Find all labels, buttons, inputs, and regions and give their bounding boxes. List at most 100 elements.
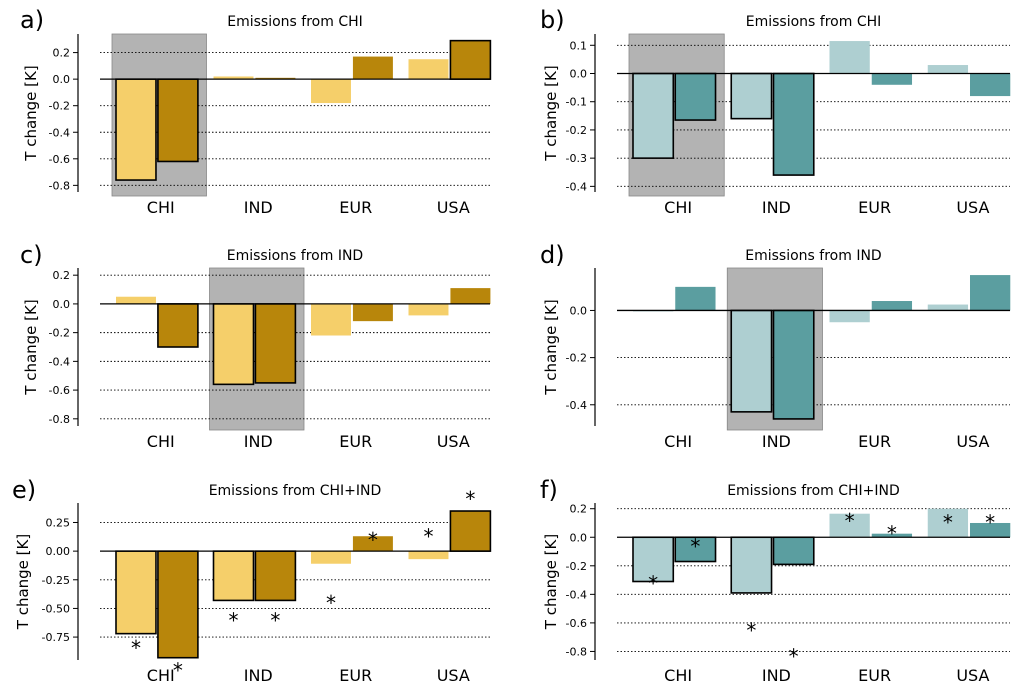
bar-ind-2: [772, 536, 815, 566]
y-tick-label: 0.00: [46, 545, 71, 558]
significance-star: *: [789, 644, 799, 668]
x-tick-label: IND: [762, 432, 791, 451]
y-tick-label: -0.6: [49, 384, 70, 397]
significance-star: *: [131, 636, 141, 660]
y-tick-label: -0.6: [49, 153, 70, 166]
bar-usa-1: [408, 59, 449, 80]
bar-usa-2: [969, 73, 1011, 97]
bar-eur-1: [311, 303, 351, 336]
significance-star: *: [690, 535, 700, 559]
x-tick-label: EUR: [339, 432, 372, 451]
bar-usa-2: [449, 39, 492, 80]
y-tick-label: 0.1: [570, 39, 588, 52]
x-tick-label: USA: [437, 198, 470, 217]
y-tick-label: -0.8: [49, 179, 70, 192]
x-tick-label: CHI: [147, 432, 175, 451]
panel-e: * * * * * * * * -0.75 -0.50 -0.25 0.00 0.25 CHI IND EUR…: [12, 476, 492, 685]
significance-star: *: [845, 509, 855, 533]
bar-eur-1: [829, 513, 870, 538]
y-tick-label: -0.2: [49, 327, 70, 340]
x-tick-label: EUR: [339, 198, 372, 217]
y-tick-label: -0.2: [566, 124, 587, 137]
x-tick-label: USA: [437, 432, 470, 451]
bar-usa-2: [449, 510, 492, 552]
panel-title: Emissions from CHI: [227, 14, 363, 30]
y-tick-label: 0.25: [46, 516, 71, 529]
y-tick-label: 0.0: [53, 73, 71, 86]
y-axis-label: T change [K]: [22, 65, 40, 161]
bar-eur-2: [871, 533, 913, 538]
bar-ind-1: [212, 550, 255, 602]
significance-star: *: [943, 510, 953, 534]
panel-label: e): [12, 476, 36, 504]
significance-star: *: [985, 510, 995, 534]
panel-title: Emissions from IND: [227, 248, 363, 264]
panel-label: c): [20, 241, 43, 269]
bar-eur-2: [352, 536, 393, 552]
bar-usa-1: [927, 304, 969, 311]
x-tick-label: USA: [437, 666, 470, 683]
y-tick-label: -0.4: [566, 588, 587, 601]
y-tick-label: 0.2: [53, 47, 71, 60]
bar-chi-2: [675, 286, 716, 311]
significance-star: *: [423, 525, 433, 549]
panel-label: d): [540, 241, 565, 269]
y-tick-label: 0.0: [570, 531, 588, 544]
bar-eur-1: [311, 79, 351, 104]
x-tick-label: CHI: [664, 666, 692, 683]
bar-chi-2: [674, 72, 717, 121]
bar-chi-2: [157, 78, 199, 163]
panel-b: -0.4 -0.3 -0.2 -0.1 0.0 0.1 CHI IND EUR USA Emissi…: [540, 6, 1011, 217]
significance-star: *: [173, 659, 183, 683]
bar-usa-1: [408, 551, 449, 560]
panel-a: -0.8 -0.6 -0.4 -0.2 0.0 0.2 CHI IND EUR USA Emissi…: [20, 6, 492, 217]
bar-eur-2: [871, 73, 913, 85]
bar-usa-2: [969, 522, 1011, 538]
y-tick-label: -0.4: [49, 126, 70, 139]
y-tick-label: -0.4: [566, 399, 587, 412]
significance-star: *: [270, 608, 280, 632]
y-tick-label: -0.75: [42, 631, 70, 644]
y-tick-label: -0.2: [566, 560, 587, 573]
y-tick-label: 0.2: [53, 269, 71, 282]
y-axis-label: T change [K]: [14, 534, 32, 630]
x-tick-label: IND: [244, 666, 273, 683]
y-tick-label: 0.0: [570, 68, 588, 81]
panel-f: * * * * * * * * -0.8 -0.6 -0.4 -0.2 0.0 0.2 CHI IND EUR U…: [540, 476, 1011, 685]
y-tick-label: -0.8: [49, 413, 70, 426]
bar-chi-1: [115, 78, 157, 181]
x-tick-label: IND: [244, 198, 273, 217]
y-tick-label: -0.8: [566, 645, 587, 658]
panel-title: Emissions from CHI: [746, 14, 882, 30]
panel-title: Emissions from CHI+IND: [727, 483, 900, 499]
significance-star: *: [368, 528, 378, 552]
bar-usa-1: [927, 65, 969, 74]
bar-eur-1: [311, 551, 351, 564]
bar-usa-2: [969, 275, 1011, 311]
bar-eur-1: [829, 310, 870, 323]
bar-ind-1: [730, 72, 773, 120]
bar-ind-1: [213, 76, 254, 80]
bar-eur-2: [871, 301, 913, 311]
y-tick-label: -0.1: [566, 96, 587, 109]
y-tick-label: -0.2: [49, 100, 70, 113]
bar-chi-1: [116, 296, 156, 304]
x-tick-label: CHI: [147, 198, 175, 217]
panel-label: b): [540, 6, 565, 34]
y-tick-label: -0.2: [566, 352, 587, 365]
bar-eur-1: [829, 41, 870, 74]
panel-title: Emissions from IND: [745, 248, 881, 264]
bar-usa-1: [408, 303, 449, 316]
bar-ind-1: [730, 536, 773, 594]
bar-usa-1: [927, 508, 969, 538]
bar-ind-2: [255, 77, 296, 80]
x-tick-label: CHI: [664, 432, 692, 451]
panel-label: f): [540, 476, 558, 504]
y-axis-label: T change [K]: [542, 534, 560, 630]
x-tick-label: EUR: [339, 666, 372, 683]
y-tick-label: -0.4: [566, 180, 587, 193]
x-tick-label: EUR: [858, 432, 891, 451]
bar-ind-1: [730, 309, 773, 413]
x-tick-label: USA: [956, 198, 989, 217]
